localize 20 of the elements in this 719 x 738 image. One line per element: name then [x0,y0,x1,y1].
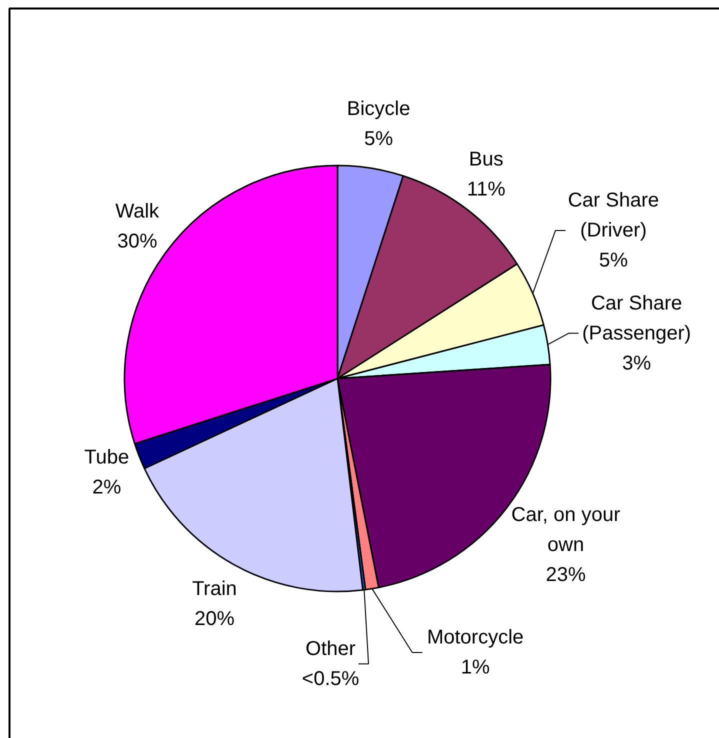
slice-label: Bus [468,148,504,171]
slice-label: Other [306,638,356,660]
slice-label: Bicycle [346,98,410,120]
data-label: 2% [92,476,122,499]
slice-label: Motorcycle [426,626,524,649]
slice-label: Tube [84,446,130,469]
data-label: 5% [598,250,628,272]
data-label: 3% [622,352,652,374]
data-label: 30% [117,230,158,253]
slice-label: Car, on your own [511,504,621,556]
data-label: 11% [466,178,506,201]
slice-label: Car Share (Passenger) [582,292,692,344]
data-label: <0.5% [302,668,360,690]
data-label: 23% [546,564,586,586]
data-label: 20% [194,608,235,630]
slice-label: Walk [115,200,160,223]
slice-label: Train [192,578,237,600]
data-label: 5% [364,128,394,150]
slice-label: Car Share (Driver) [568,190,660,242]
data-label: 1% [460,656,490,679]
